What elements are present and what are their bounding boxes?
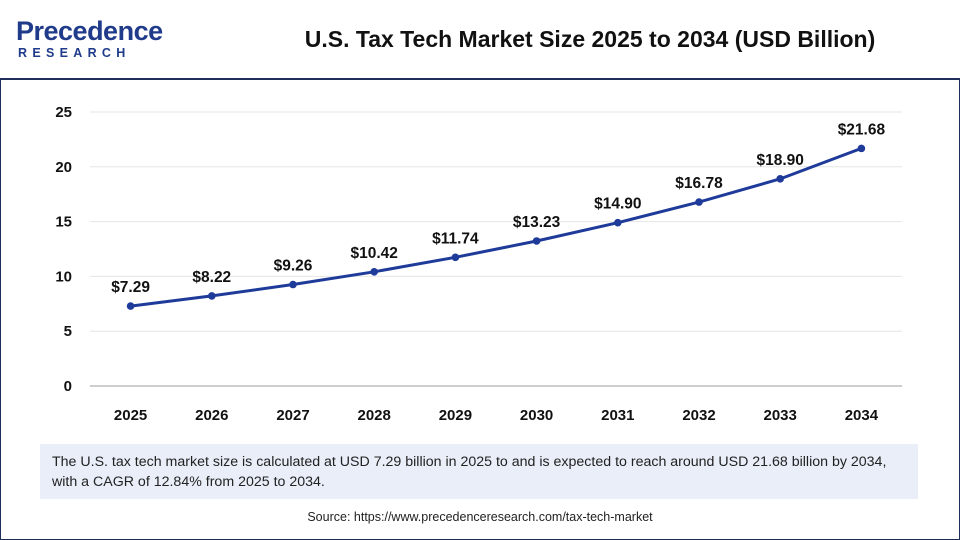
x-tick-label: 2028 — [358, 407, 391, 424]
data-label: $21.68 — [838, 121, 886, 138]
y-axis: 0 5 10 15 20 25 — [55, 104, 72, 395]
data-point — [532, 237, 541, 245]
y-tick-label: 10 — [55, 268, 72, 285]
data-label: $9.26 — [274, 258, 313, 275]
x-tick-label: 2025 — [114, 407, 147, 424]
brand-logo: Precedence RESEARCH — [16, 14, 166, 66]
x-tick-label: 2034 — [845, 407, 879, 424]
header: Precedence RESEARCH U.S. Tax Tech Market… — [0, 0, 960, 80]
x-tick-label: 2029 — [439, 407, 472, 424]
source-citation: Source: https://www.precedenceresearch.c… — [307, 510, 653, 524]
data-label: $14.90 — [594, 196, 641, 213]
data-label: $13.23 — [513, 214, 561, 231]
data-label: $11.74 — [432, 230, 479, 247]
y-tick-label: 0 — [64, 378, 72, 395]
data-label: $10.42 — [350, 245, 397, 262]
data-point — [857, 144, 866, 153]
data-point — [370, 267, 379, 276]
x-tick-label: 2031 — [601, 407, 634, 424]
logo-wordmark: Precedence — [16, 16, 163, 46]
data-point — [695, 198, 703, 206]
data-point — [289, 280, 297, 289]
chart-title: U.S. Tax Tech Market Size 2025 to 2034 (… — [304, 26, 876, 52]
y-tick-label: 15 — [55, 214, 72, 231]
x-tick-label: 2030 — [520, 407, 553, 424]
series-layer — [126, 144, 866, 310]
y-tick-label: 5 — [64, 323, 72, 340]
data-point — [451, 253, 460, 262]
data-label: $18.90 — [756, 152, 803, 169]
data-point — [776, 175, 784, 183]
data-label: $8.22 — [192, 269, 231, 286]
data-label: $7.29 — [111, 279, 150, 296]
series-line — [130, 146, 862, 308]
x-tick-label: 2027 — [276, 407, 309, 424]
gridlines — [90, 111, 902, 332]
x-tick-label: 2026 — [195, 407, 228, 424]
data-point — [208, 292, 216, 300]
x-axis: 2025 2026 2027 2028 2029 2030 2031 2032 2033 2034 — [90, 385, 902, 424]
data-point — [614, 218, 622, 227]
y-tick-label: 25 — [55, 104, 72, 121]
y-tick-label: 20 — [55, 159, 72, 176]
summary-note: The U.S. tax tech market size is calcula… — [40, 444, 918, 499]
data-point — [126, 302, 135, 310]
data-labels: $7.29 $8.22 $9.26 $10.42 $11.74 $13.23 $14.90 $… — [111, 121, 885, 296]
data-label: $16.78 — [675, 175, 723, 192]
logo-subtitle: RESEARCH — [18, 46, 131, 60]
x-tick-label: 2032 — [682, 407, 715, 424]
x-tick-label: 2033 — [764, 407, 797, 424]
